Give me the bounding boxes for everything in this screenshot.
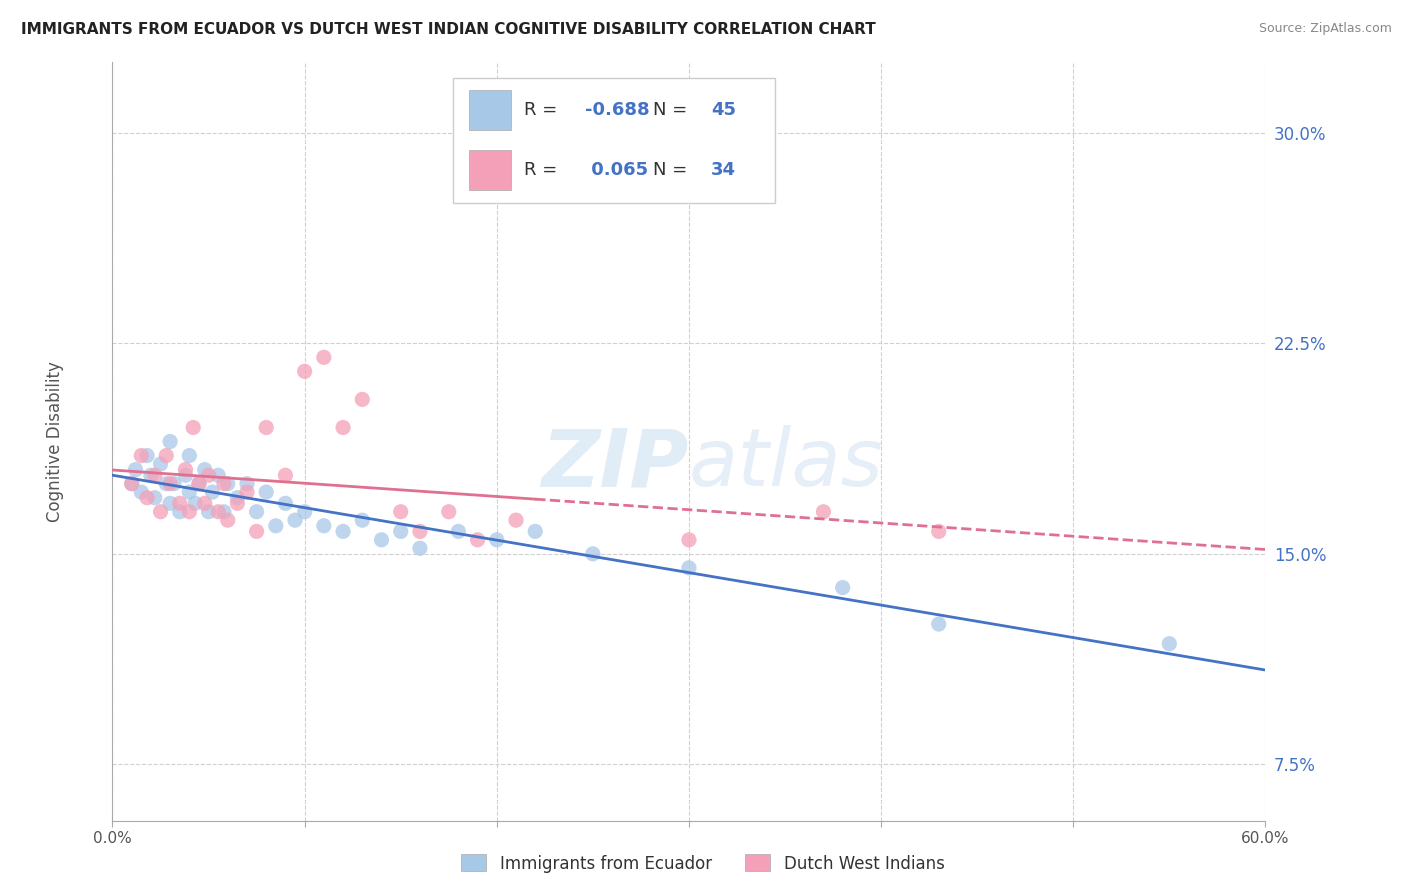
Point xyxy=(217,513,239,527)
Point xyxy=(121,476,143,491)
Point xyxy=(467,533,489,547)
Point xyxy=(678,561,700,575)
Point xyxy=(813,505,835,519)
Point xyxy=(179,485,201,500)
Point xyxy=(831,581,853,595)
Point xyxy=(124,462,146,476)
Point xyxy=(447,524,470,539)
Text: IMMIGRANTS FROM ECUADOR VS DUTCH WEST INDIAN COGNITIVE DISABILITY CORRELATION CH: IMMIGRANTS FROM ECUADOR VS DUTCH WEST IN… xyxy=(21,22,876,37)
Point xyxy=(212,505,235,519)
Point xyxy=(505,513,527,527)
Point xyxy=(181,420,204,434)
Point xyxy=(169,505,191,519)
Point xyxy=(163,476,186,491)
Point xyxy=(389,505,412,519)
Point xyxy=(179,505,201,519)
Point xyxy=(332,524,354,539)
Point xyxy=(226,496,249,510)
Point xyxy=(1159,637,1181,651)
Point xyxy=(409,524,432,539)
Point xyxy=(312,351,335,365)
Point xyxy=(236,476,259,491)
Point xyxy=(129,449,153,463)
Point xyxy=(352,513,374,527)
Point xyxy=(246,505,269,519)
Point xyxy=(149,505,172,519)
Point xyxy=(284,513,307,527)
Point xyxy=(524,524,547,539)
Point xyxy=(212,476,235,491)
Point xyxy=(294,505,316,519)
Point xyxy=(264,518,287,533)
Point xyxy=(143,468,166,483)
Point xyxy=(174,468,197,483)
Point xyxy=(332,420,354,434)
Point xyxy=(409,541,432,556)
Point xyxy=(370,533,392,547)
Point xyxy=(149,457,172,471)
Point xyxy=(169,496,191,510)
Point xyxy=(352,392,374,407)
Point xyxy=(582,547,605,561)
Y-axis label: Cognitive Disability: Cognitive Disability xyxy=(46,361,63,522)
Point xyxy=(246,524,269,539)
Point xyxy=(485,533,508,547)
Point xyxy=(274,468,297,483)
Point xyxy=(274,496,297,510)
Point xyxy=(201,485,224,500)
Point xyxy=(121,476,143,491)
Point xyxy=(155,476,177,491)
Point xyxy=(188,476,211,491)
Point xyxy=(928,617,950,632)
Point xyxy=(236,485,259,500)
Point xyxy=(155,449,177,463)
Point xyxy=(159,496,181,510)
Point xyxy=(136,449,159,463)
Point xyxy=(197,505,219,519)
Text: ZIP: ZIP xyxy=(541,425,689,503)
Point xyxy=(678,533,700,547)
Point xyxy=(226,491,249,505)
Point xyxy=(928,524,950,539)
Point xyxy=(159,434,181,449)
Point xyxy=(207,505,229,519)
Point xyxy=(217,476,239,491)
Point xyxy=(159,476,181,491)
Point xyxy=(194,462,217,476)
Point xyxy=(254,485,277,500)
Text: Source: ZipAtlas.com: Source: ZipAtlas.com xyxy=(1258,22,1392,36)
Point xyxy=(437,505,460,519)
Point xyxy=(139,468,162,483)
Legend: Immigrants from Ecuador, Dutch West Indians: Immigrants from Ecuador, Dutch West Indi… xyxy=(454,847,952,880)
Point xyxy=(254,420,277,434)
Point xyxy=(197,468,219,483)
Point xyxy=(179,449,201,463)
Point xyxy=(136,491,159,505)
Point xyxy=(294,364,316,378)
Point xyxy=(188,476,211,491)
Point xyxy=(207,468,229,483)
Point xyxy=(143,491,166,505)
Point xyxy=(312,518,335,533)
Point xyxy=(389,524,412,539)
Point xyxy=(129,485,153,500)
Point xyxy=(174,462,197,476)
Text: atlas: atlas xyxy=(689,425,884,503)
Point xyxy=(184,496,207,510)
Point xyxy=(194,496,217,510)
